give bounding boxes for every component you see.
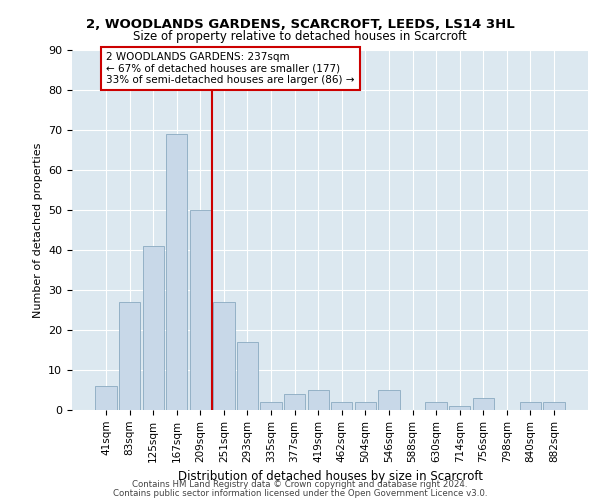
Bar [425, 402, 446, 410]
Bar [190, 210, 211, 410]
Bar [284, 394, 305, 410]
Bar [308, 390, 329, 410]
Y-axis label: Number of detached properties: Number of detached properties [32, 142, 43, 318]
Bar [237, 342, 258, 410]
Text: Contains HM Land Registry data © Crown copyright and database right 2024.: Contains HM Land Registry data © Crown c… [132, 480, 468, 489]
Bar [214, 302, 235, 410]
Text: Contains public sector information licensed under the Open Government Licence v3: Contains public sector information licen… [113, 488, 487, 498]
Text: Size of property relative to detached houses in Scarcroft: Size of property relative to detached ho… [133, 30, 467, 43]
Bar [331, 402, 352, 410]
Bar [379, 390, 400, 410]
Text: 2, WOODLANDS GARDENS, SCARCROFT, LEEDS, LS14 3HL: 2, WOODLANDS GARDENS, SCARCROFT, LEEDS, … [86, 18, 514, 30]
Bar [143, 246, 164, 410]
Bar [520, 402, 541, 410]
X-axis label: Distribution of detached houses by size in Scarcroft: Distribution of detached houses by size … [178, 470, 482, 483]
Bar [355, 402, 376, 410]
Bar [544, 402, 565, 410]
Bar [449, 406, 470, 410]
Bar [473, 398, 494, 410]
Bar [95, 386, 116, 410]
Text: 2 WOODLANDS GARDENS: 237sqm
← 67% of detached houses are smaller (177)
33% of se: 2 WOODLANDS GARDENS: 237sqm ← 67% of det… [106, 52, 355, 85]
Bar [119, 302, 140, 410]
Bar [166, 134, 187, 410]
Bar [260, 402, 281, 410]
